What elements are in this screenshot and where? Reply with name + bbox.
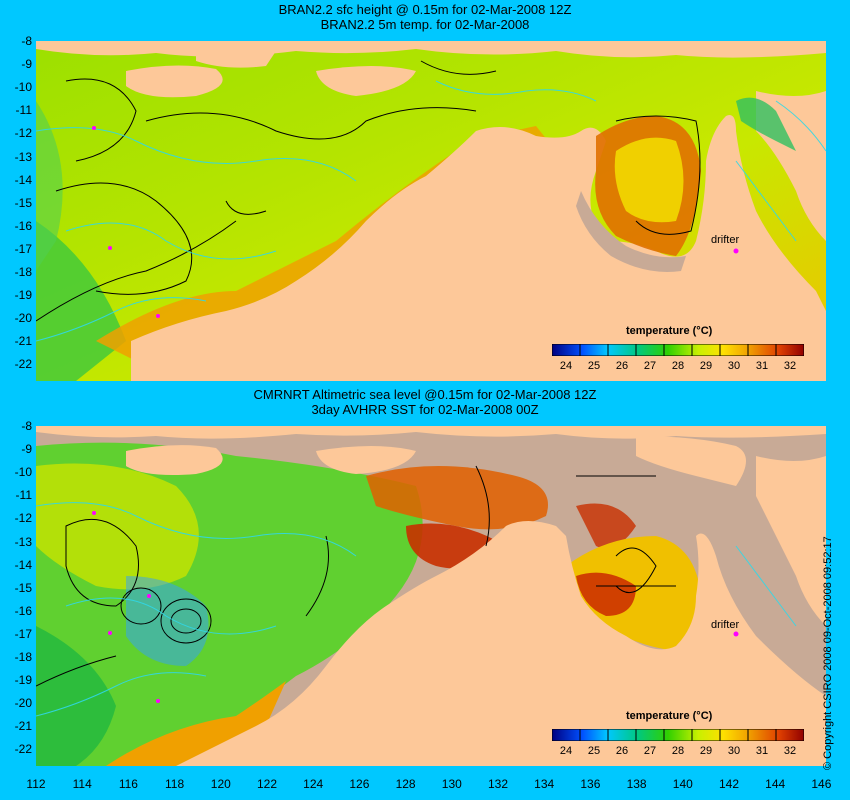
colorbar-label: 24 [559,360,573,372]
panel2-y-tick: -20 [14,696,32,711]
panel1-y-tick: -13 [14,149,32,164]
panel1-map: drifter temperature (°C) 24 25 2 [36,41,826,381]
panel1-legend-title: temperature (°C) [626,325,713,337]
panel1-nodata [576,191,686,272]
x-tick: 112 [26,777,46,791]
colorbar-label: 28 [671,360,685,372]
x-tick: 132 [487,777,509,791]
panel2-title-line2: 3day AVHRR SST for 02-Mar-2008 00Z [311,402,539,417]
x-tick: 126 [349,777,370,791]
panel1-drifter-markers [92,126,739,318]
panel2-y-tick: -15 [14,580,32,595]
panel1-y-tick: -22 [14,357,32,372]
panel1-title-line1: BRAN2.2 sfc height @ 0.15m for 02-Mar-20… [278,2,572,17]
colorbar-label: 28 [671,745,685,757]
panel1-australia-land [131,115,826,381]
panel1-y-tick: -20 [14,311,32,326]
x-tick: 130 [441,777,462,791]
panel2-legend-title: temperature (°C) [626,710,713,722]
panel1-contours [36,60,701,322]
panel1-map-svg [36,41,826,381]
panel2-title-line1: CMRNRT Altimetric sea level @0.15m for 0… [253,387,597,402]
colorbar-label: 31 [755,360,769,372]
panel2-y-tick: -14 [14,557,32,572]
colorbar-label: 30 [727,360,741,372]
panel2-map-svg [36,426,826,766]
panel1-y-tick: -12 [14,126,32,141]
panel1-y-tick: -16 [14,218,32,233]
panel1-title-line2: BRAN2.2 5m temp. for 02-Mar-2008 [320,17,530,32]
copyright-text: © Copyright CSIRO 2008 09-Oct-2008 09:52… [822,536,834,770]
x-tick: 116 [118,777,138,791]
x-tick: 146 [811,777,832,791]
colorbar-label: 27 [643,360,657,372]
x-tick: 136 [580,777,601,791]
panel2-y-tick: -17 [14,626,32,641]
panel1-y-tick: -11 [15,103,32,118]
x-tick: 118 [165,777,185,791]
panel2-drifter-markers [92,511,739,703]
panel2-y-tick: -16 [14,603,32,618]
panel1-colorbar [552,344,804,356]
panel1-y-tick: -9 [21,57,32,72]
panel2-y-tick: -19 [14,673,32,688]
colorbar-label: 30 [727,745,741,757]
colorbar-label: 25 [587,745,601,757]
colorbar-label: 24 [559,745,573,757]
panel2-drifter-label: drifter [711,619,740,631]
panel2-contours [36,465,676,687]
colorbar-label: 32 [783,360,797,372]
x-tick: 142 [718,777,740,791]
panel1-y-tick: -15 [14,195,32,210]
x-tick: 134 [534,777,555,791]
colorbar-label: 29 [699,745,713,757]
panel2-y-tick: -12 [14,511,32,526]
panel2-y-tick: -22 [14,742,32,757]
panel1-y-tick: -19 [14,288,32,303]
panel1-gulf-inner [614,137,684,223]
panel2-warm-band [106,681,286,766]
x-tick: 124 [303,777,324,791]
colorbar-label: 26 [615,360,629,372]
panel1-y-tick: -17 [14,241,32,256]
x-tick: 144 [765,777,786,791]
panel1-y-tick: -18 [14,265,32,279]
x-tick: 120 [210,777,231,791]
x-tick: 122 [256,777,278,791]
panel2-bathymetry [36,502,797,717]
panel1-y-tick: -10 [14,80,32,95]
panel2-map: drifter temperature (°C) 24 25 26 27 28 29 30 3… [36,426,826,766]
colorbar-label: 31 [755,745,769,757]
panel1-drifter-label: drifter [711,234,740,246]
panel2-y-tick: -21 [14,719,32,734]
colorbar-label: 29 [699,360,713,372]
panel2-y-tick: -10 [14,465,32,480]
colorbar-label: 32 [783,745,797,757]
panel2-australia-land [176,521,826,766]
colorbar-label: 25 [587,360,601,372]
panel2-y-tick: -18 [14,650,32,664]
x-tick: 114 [72,777,92,791]
panel2-y-tick: -8 [21,419,32,433]
panel2-y-tick: -9 [21,442,32,457]
panel2-indonesia-land [36,426,826,439]
panel2-y-tick: -13 [14,534,32,549]
panel2-colorbar [552,729,804,741]
panel1-y-tick: -8 [21,34,32,48]
x-tick: 128 [395,777,416,791]
panel1-y-tick: -21 [14,334,32,349]
panel1-y-tick: -14 [14,172,32,187]
panel2-y-tick: -11 [15,488,32,503]
x-tick: 140 [672,777,693,791]
colorbar-label: 26 [615,745,629,757]
colorbar-label: 27 [643,745,657,757]
x-tick: 138 [626,777,647,791]
